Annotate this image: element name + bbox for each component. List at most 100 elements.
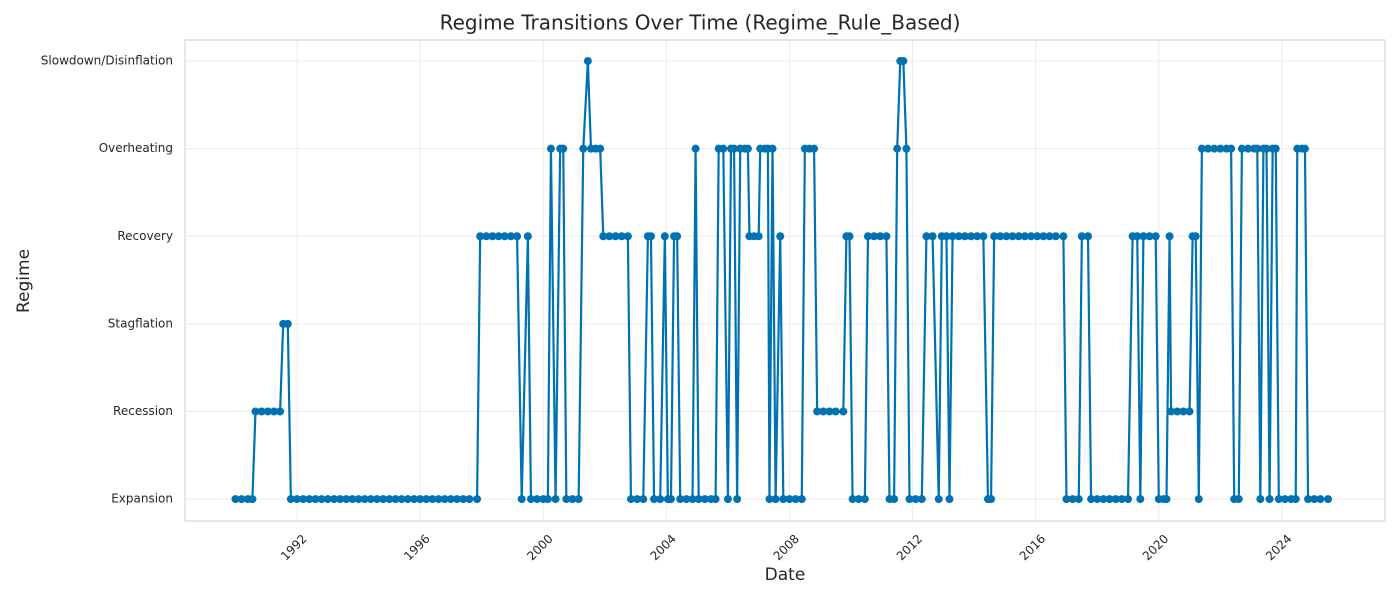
- data-point: [754, 232, 763, 241]
- data-point: [434, 495, 443, 504]
- data-point: [973, 232, 982, 241]
- data-point: [765, 495, 774, 504]
- data-point: [776, 232, 785, 241]
- data-point: [366, 495, 375, 504]
- data-point: [1059, 232, 1068, 241]
- data-point: [791, 495, 800, 504]
- data-point: [1265, 495, 1274, 504]
- data-point: [409, 495, 418, 504]
- data-point: [768, 144, 777, 153]
- data-point: [987, 495, 996, 504]
- data-point: [639, 495, 648, 504]
- data-point: [323, 495, 332, 504]
- data-point: [1274, 495, 1283, 504]
- data-point: [1165, 232, 1174, 241]
- data-point: [743, 144, 752, 153]
- data-point: [1262, 144, 1271, 153]
- data-point: [1133, 232, 1142, 241]
- data-point: [990, 232, 999, 241]
- data-point: [317, 495, 326, 504]
- data-point: [1324, 495, 1333, 504]
- data-point: [646, 232, 655, 241]
- data-point: [831, 407, 840, 416]
- chart-title: Regime Transitions Over Time (Regime_Rul…: [440, 11, 961, 35]
- data-point: [1014, 232, 1023, 241]
- data-point: [459, 495, 468, 504]
- data-point: [1210, 144, 1219, 153]
- data-point: [882, 232, 891, 241]
- data-point: [1271, 144, 1280, 153]
- data-point: [1051, 232, 1060, 241]
- data-point: [934, 495, 943, 504]
- data-point: [506, 232, 515, 241]
- data-point: [723, 495, 732, 504]
- data-point: [1111, 495, 1120, 504]
- data-point: [257, 407, 266, 416]
- data-point: [286, 495, 295, 504]
- data-point: [650, 495, 659, 504]
- data-point: [863, 232, 872, 241]
- data-point: [1300, 144, 1309, 153]
- data-point: [1234, 495, 1243, 504]
- data-point: [354, 495, 363, 504]
- y-tick-label: Slowdown/Disinflation: [41, 54, 173, 68]
- data-point: [1087, 495, 1096, 504]
- x-tick-label: 2000: [524, 532, 555, 563]
- data-point: [682, 495, 691, 504]
- data-point: [543, 495, 552, 504]
- data-point: [299, 495, 308, 504]
- data-point: [1020, 232, 1029, 241]
- y-tick-label: Recovery: [117, 229, 173, 243]
- data-point: [465, 495, 474, 504]
- x-tick-label: 1992: [278, 532, 309, 563]
- data-point: [979, 232, 988, 241]
- data-point: [1084, 232, 1093, 241]
- data-point: [611, 232, 620, 241]
- data-point: [911, 495, 920, 504]
- data-point: [533, 495, 542, 504]
- data-point: [839, 407, 848, 416]
- data-point: [385, 495, 394, 504]
- data-point: [1139, 232, 1148, 241]
- data-point: [1033, 232, 1042, 241]
- data-point: [1191, 232, 1200, 241]
- data-point: [1151, 232, 1160, 241]
- data-point: [605, 232, 614, 241]
- x-tick-label: 1996: [401, 532, 432, 563]
- data-point: [517, 495, 526, 504]
- data-point: [1002, 232, 1011, 241]
- data-point: [1136, 495, 1145, 504]
- data-point: [237, 495, 246, 504]
- y-tick-label: Expansion: [111, 492, 173, 506]
- x-tick-label: 2004: [647, 532, 678, 563]
- data-point: [568, 495, 577, 504]
- data-point: [1237, 144, 1246, 153]
- data-point: [917, 495, 926, 504]
- data-point: [848, 495, 857, 504]
- y-tick-label: Recession: [113, 404, 173, 418]
- data-point: [810, 144, 819, 153]
- data-point: [854, 495, 863, 504]
- data-point: [1074, 495, 1083, 504]
- data-point: [1039, 232, 1048, 241]
- data-point: [1099, 495, 1108, 504]
- data-point: [673, 232, 682, 241]
- data-point: [305, 495, 314, 504]
- data-point: [559, 144, 568, 153]
- data-point: [428, 495, 437, 504]
- data-point: [476, 232, 485, 241]
- x-tick-label: 2008: [771, 532, 802, 563]
- series-line: [235, 59, 1329, 501]
- data-point: [691, 144, 700, 153]
- data-point: [1162, 495, 1171, 504]
- data-point: [626, 495, 635, 504]
- data-point: [730, 144, 739, 153]
- data-point: [251, 407, 260, 416]
- data-point: [1256, 495, 1265, 504]
- x-tick-label: 2024: [1263, 532, 1294, 563]
- y-tick-label: Stagflation: [108, 316, 173, 330]
- data-point: [825, 407, 834, 416]
- data-point: [391, 495, 400, 504]
- data-point: [1045, 232, 1054, 241]
